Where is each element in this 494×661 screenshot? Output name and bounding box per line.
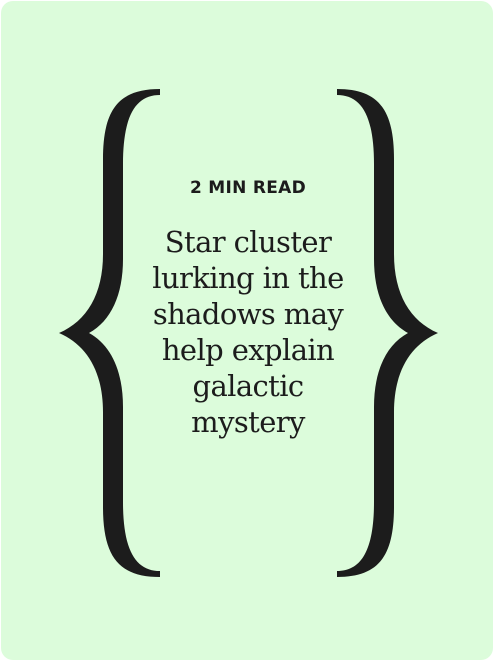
read-time-label: 2 MIN READ	[189, 178, 307, 198]
headline-line: shadows may	[152, 297, 344, 331]
headline-line: galactic	[192, 369, 304, 403]
right-curly-brace-icon	[337, 89, 438, 577]
article-headline[interactable]: Star cluster lurking in the shadows may …	[128, 224, 368, 440]
headline-line: lurking in the	[152, 261, 344, 295]
headline-line: help explain	[161, 333, 335, 367]
headline-line: Star cluster	[164, 225, 332, 259]
headline-line: mystery	[191, 405, 305, 439]
left-curly-brace-icon	[59, 89, 160, 577]
